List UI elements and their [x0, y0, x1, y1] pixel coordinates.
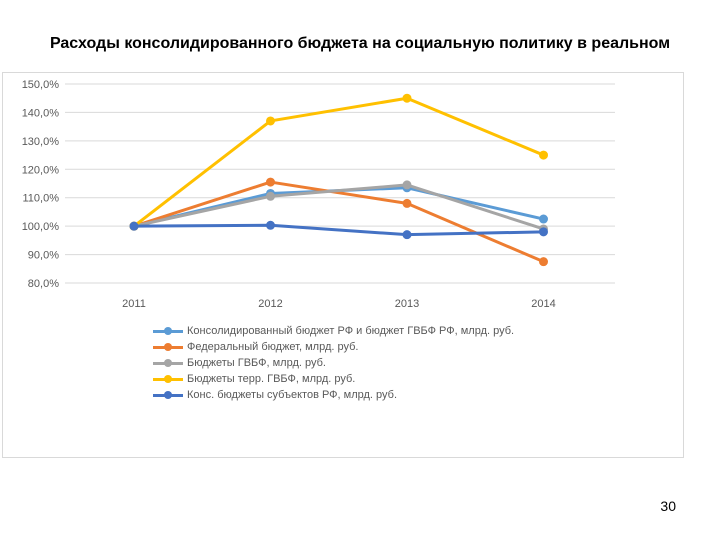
data-point: [539, 214, 548, 224]
series-line: [132, 96, 545, 228]
legend-marker: [153, 355, 183, 371]
page-number: 30: [660, 498, 676, 514]
data-point: [129, 221, 139, 231]
y-tick-label: 100,0%: [22, 221, 60, 233]
legend-marker: [153, 339, 183, 355]
x-tick-label: 2014: [531, 298, 555, 310]
legend-label: Бюджеты терр. ГВБФ, млрд. руб.: [187, 373, 356, 385]
y-tick-label: 150,0%: [22, 79, 60, 91]
chart-area: 80,0% 90,0% 100,0% 110,0% 120,0% 130,0% 140,0%…: [2, 72, 684, 458]
legend-marker: [153, 323, 183, 339]
data-point: [266, 116, 275, 126]
legend-item: Конс. бюджеты субъектов РФ, млрд. руб.: [153, 387, 514, 403]
data-point: [266, 220, 275, 230]
data-point: [539, 227, 548, 237]
legend-marker: [153, 371, 183, 387]
data-point: [402, 198, 412, 208]
line-chart: 80,0% 90,0% 100,0% 110,0% 120,0% 130,0% 140,0%…: [22, 79, 615, 310]
data-point: [539, 150, 548, 160]
legend-marker: [153, 387, 183, 403]
legend-label: Бюджеты ГВБФ, млрд. руб.: [187, 357, 326, 369]
y-tick-label: 90,0%: [28, 250, 59, 262]
x-tick-label: 2013: [395, 298, 419, 310]
legend-item: Бюджеты ГВБФ, млрд. руб.: [153, 355, 514, 371]
series-line: [132, 223, 545, 237]
x-tick-label: 2012: [258, 298, 282, 310]
legend-item: Федеральный бюджет, млрд. руб.: [153, 339, 514, 355]
data-point: [539, 257, 548, 267]
y-tick-label: 140,0%: [22, 107, 60, 119]
series-line: [132, 180, 545, 264]
x-tick-label: 2011: [122, 298, 146, 310]
y-tick-label: 130,0%: [22, 136, 60, 148]
data-point: [402, 93, 412, 103]
y-tick-label: 80,0%: [28, 278, 59, 290]
data-point: [266, 191, 275, 201]
legend-item: Консолидированный бюджет РФ и бюджет ГВБ…: [153, 323, 514, 339]
legend-label: Конс. бюджеты субъектов РФ, млрд. руб.: [187, 389, 398, 401]
series-line: [132, 183, 545, 231]
data-point: [402, 180, 412, 190]
legend-label: Федеральный бюджет, млрд. руб.: [187, 341, 359, 353]
chart-legend: Консолидированный бюджет РФ и бюджет ГВБ…: [153, 323, 514, 403]
legend-item: Бюджеты терр. ГВБФ, млрд. руб.: [153, 371, 514, 387]
y-tick-label: 120,0%: [22, 164, 60, 176]
y-tick-label: 110,0%: [23, 193, 60, 205]
legend-label: Консолидированный бюджет РФ и бюджет ГВБ…: [187, 325, 515, 337]
data-point: [266, 177, 275, 187]
data-point: [402, 230, 412, 240]
